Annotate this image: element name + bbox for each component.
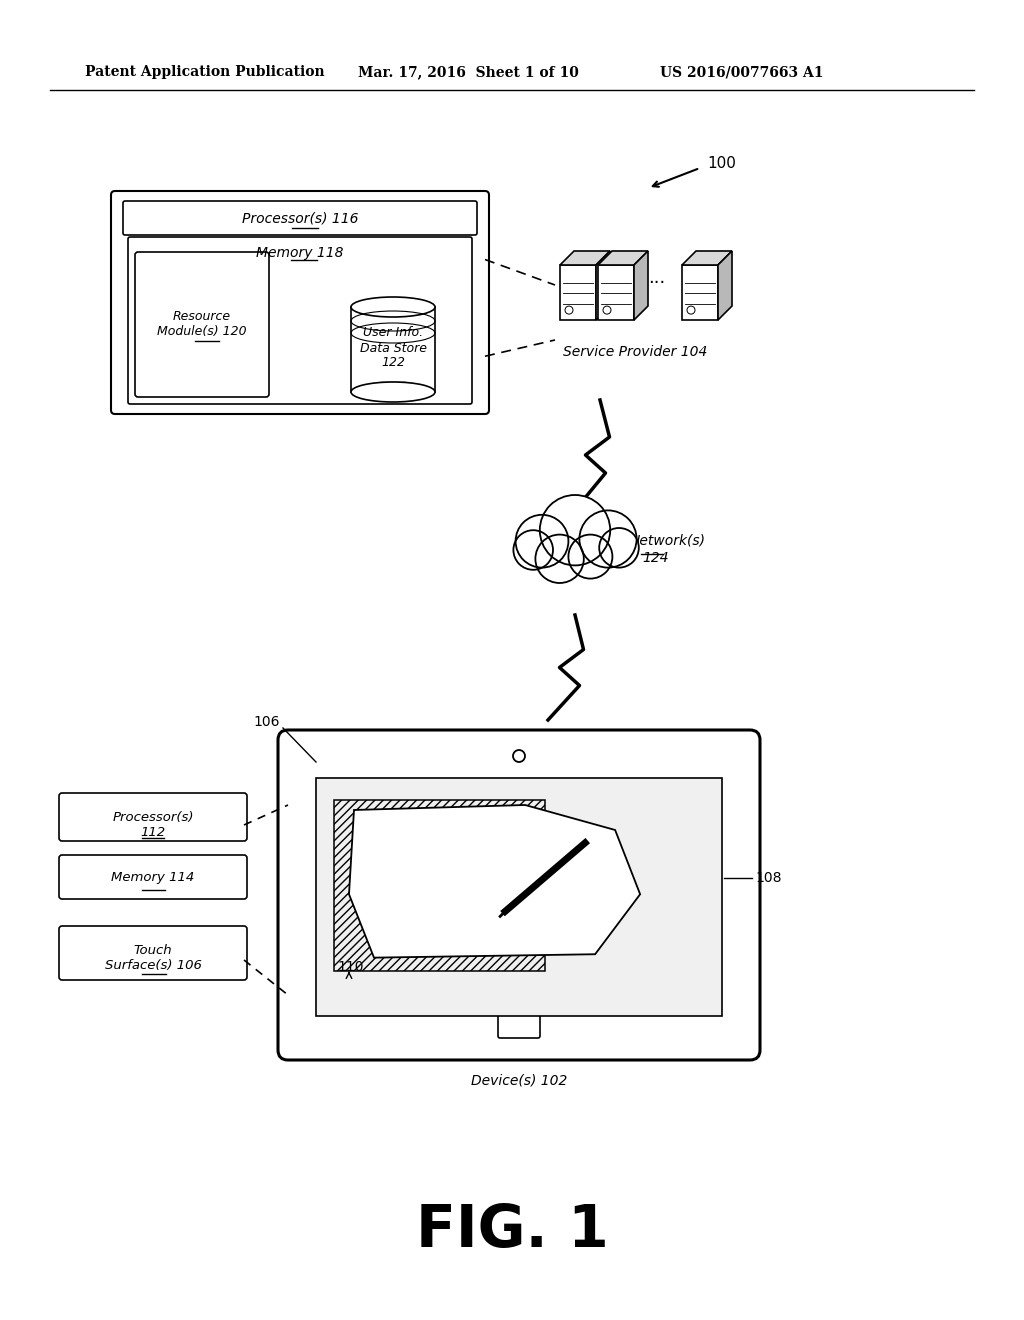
Text: Processor(s) 116: Processor(s) 116: [242, 211, 358, 224]
Text: Processor(s): Processor(s): [113, 810, 194, 824]
Polygon shape: [634, 251, 648, 319]
Text: Memory 118: Memory 118: [256, 246, 344, 260]
Polygon shape: [351, 308, 435, 392]
Text: ...: ...: [648, 269, 666, 286]
Circle shape: [513, 531, 553, 570]
Text: 110: 110: [337, 961, 364, 974]
Text: User Info.
Data Store
122: User Info. Data Store 122: [359, 326, 427, 370]
Text: Resource
Module(s) 120: Resource Module(s) 120: [158, 310, 247, 338]
Text: Mar. 17, 2016  Sheet 1 of 10: Mar. 17, 2016 Sheet 1 of 10: [358, 65, 579, 79]
Polygon shape: [718, 251, 732, 319]
Polygon shape: [682, 265, 718, 319]
FancyBboxPatch shape: [128, 238, 472, 404]
Polygon shape: [316, 777, 722, 1016]
FancyBboxPatch shape: [59, 927, 247, 979]
Text: Patent Application Publication: Patent Application Publication: [85, 65, 325, 79]
Circle shape: [540, 495, 610, 565]
Polygon shape: [560, 265, 596, 319]
FancyBboxPatch shape: [111, 191, 489, 414]
Polygon shape: [349, 805, 640, 957]
Polygon shape: [596, 251, 610, 319]
Text: Touch: Touch: [134, 945, 172, 957]
Text: Network(s): Network(s): [630, 533, 706, 546]
Text: FIG. 1: FIG. 1: [416, 1201, 608, 1258]
FancyBboxPatch shape: [59, 855, 247, 899]
Ellipse shape: [351, 297, 435, 317]
Circle shape: [580, 511, 637, 568]
Text: 100: 100: [707, 156, 736, 170]
FancyBboxPatch shape: [278, 730, 760, 1060]
Text: Device(s) 102: Device(s) 102: [471, 1073, 567, 1086]
Text: 124: 124: [642, 550, 669, 565]
FancyBboxPatch shape: [498, 1014, 540, 1038]
FancyBboxPatch shape: [135, 252, 269, 397]
Text: Memory 114: Memory 114: [112, 870, 195, 883]
FancyBboxPatch shape: [59, 793, 247, 841]
Polygon shape: [598, 265, 634, 319]
Polygon shape: [598, 251, 648, 265]
Text: 106: 106: [254, 715, 280, 729]
Text: Surface(s) 106: Surface(s) 106: [104, 960, 202, 973]
Text: Service Provider 104: Service Provider 104: [563, 345, 708, 359]
Ellipse shape: [351, 381, 435, 403]
Text: 108: 108: [755, 871, 781, 884]
Polygon shape: [560, 251, 610, 265]
Circle shape: [536, 535, 584, 583]
Circle shape: [516, 515, 568, 568]
Circle shape: [568, 535, 612, 578]
FancyBboxPatch shape: [123, 201, 477, 235]
Text: 112: 112: [140, 825, 166, 838]
Text: US 2016/0077663 A1: US 2016/0077663 A1: [660, 65, 823, 79]
Circle shape: [599, 528, 639, 568]
Polygon shape: [682, 251, 732, 265]
